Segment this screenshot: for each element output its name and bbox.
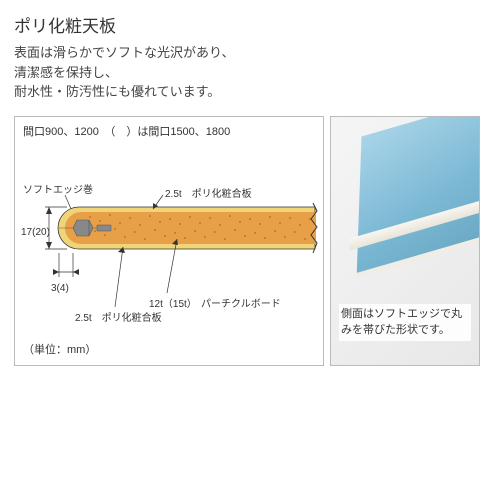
top-layer-label: 2.5t ポリ化粧合板 [165, 185, 252, 200]
desc-line: 表面は滑らかでソフトな光沢があり、 [14, 45, 234, 60]
cross-section-panel: 間口900、1200 （ ）は間口1500、1800 [14, 116, 324, 366]
desc-line: 耐水性・防汚性にも優れています。 [14, 84, 220, 99]
photo-panel: 側面はソフトエッジで丸みを帯びた形状です。 [330, 116, 480, 366]
page-title: ポリ化粧天板 [14, 12, 486, 37]
photo-caption: 側面はソフトエッジで丸みを帯びた形状です。 [339, 304, 471, 341]
core-thickness-label: 12t（15t） [149, 295, 197, 310]
desc-line: 清潔感を保持し、 [14, 65, 118, 80]
edge-dimension: 3(4) [51, 283, 69, 294]
cross-section-svg [15, 117, 325, 367]
description: 表面は滑らかでソフトな光沢があり、 清潔感を保持し、 耐水性・防汚性にも優れてい… [14, 43, 486, 102]
unit-label: （単位：mm） [23, 341, 96, 357]
soft-edge-label: ソフトエッジ巻 [23, 181, 93, 196]
bottom-layer-label: 2.5t ポリ化粧合板 [75, 309, 162, 324]
height-dimension: 17(20) [21, 227, 50, 238]
panels-row: 間口900、1200 （ ）は間口1500、1800 [14, 116, 486, 366]
core-material-label: パーチクルボード [201, 295, 281, 310]
